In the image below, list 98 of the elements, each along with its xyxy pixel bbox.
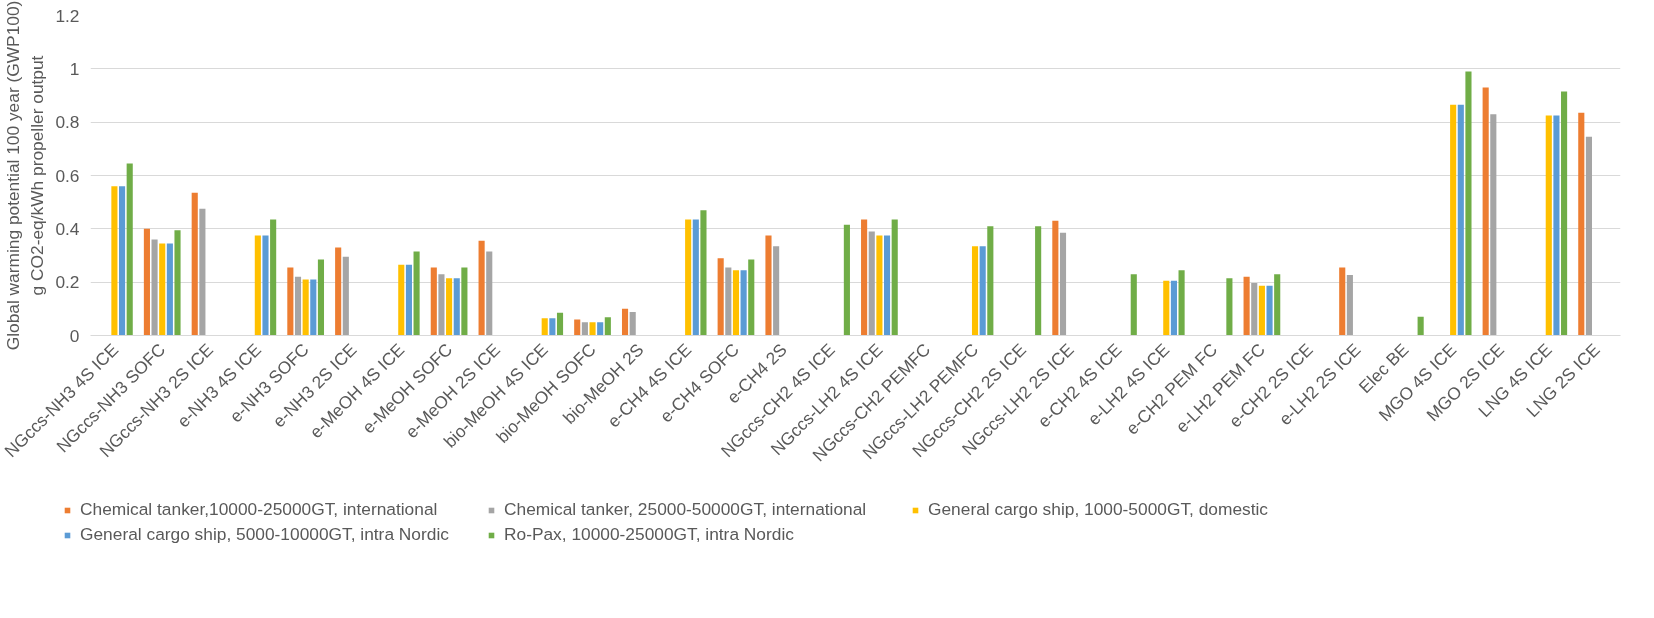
- bar: [884, 235, 891, 336]
- bar: [159, 243, 166, 336]
- bar: [979, 246, 986, 336]
- bar: [310, 279, 317, 336]
- bar: [1226, 278, 1233, 336]
- bar: [876, 235, 883, 336]
- bar: [1266, 285, 1273, 336]
- bar: [1339, 267, 1346, 336]
- bar: [1553, 115, 1560, 336]
- y-tick-label: 1.2: [55, 5, 80, 26]
- bar: [1130, 274, 1137, 336]
- bar: [581, 322, 588, 336]
- bar: [541, 318, 548, 336]
- bar: [478, 240, 485, 336]
- bar: [294, 276, 302, 336]
- bar: [1578, 112, 1585, 336]
- y-tick-label: 0.2: [55, 272, 80, 293]
- bar: [732, 270, 740, 336]
- bar: [1251, 282, 1258, 336]
- bar: [1482, 87, 1489, 336]
- bar: [254, 235, 261, 336]
- bar: [861, 219, 868, 336]
- bar: [335, 247, 342, 336]
- bar: [748, 259, 755, 336]
- bar: [1457, 104, 1464, 336]
- bar: [126, 163, 133, 336]
- bar: [302, 279, 309, 336]
- bar: [430, 267, 437, 336]
- bar: [1170, 280, 1177, 336]
- bar: [1274, 274, 1281, 336]
- bar: [398, 264, 405, 336]
- bar: [700, 210, 707, 336]
- bar: [191, 192, 198, 336]
- bar: [413, 251, 420, 336]
- bar: [287, 267, 294, 336]
- legend-label: General cargo ship, 1000-5000GT, domestic: [928, 499, 1269, 520]
- bar: [597, 322, 604, 336]
- bar: [574, 319, 581, 336]
- bar: [1059, 232, 1067, 336]
- bar: [868, 231, 875, 336]
- bar: [1243, 276, 1250, 336]
- bar: [773, 246, 780, 336]
- bar: [1417, 316, 1424, 336]
- bar: [486, 251, 493, 336]
- bar: [556, 312, 564, 336]
- bar: [262, 235, 269, 336]
- bar: [174, 230, 181, 336]
- bar: [111, 186, 118, 336]
- bar: [461, 267, 468, 336]
- bar: [725, 267, 732, 336]
- bar: [119, 186, 126, 336]
- bar: [166, 243, 173, 336]
- bar: [342, 256, 349, 336]
- bar: [987, 226, 994, 336]
- bar: [1178, 270, 1185, 336]
- bar: [765, 235, 772, 336]
- y-tick-label: 0.6: [55, 165, 80, 186]
- bar: [589, 322, 596, 336]
- bar: [317, 259, 325, 336]
- bar: [1561, 91, 1568, 336]
- bar: [1450, 104, 1457, 336]
- bar: [1035, 226, 1042, 336]
- bar: [685, 219, 692, 336]
- bar: [549, 318, 556, 336]
- bar: [1545, 115, 1552, 336]
- bar: [405, 264, 412, 336]
- bar: [1163, 280, 1170, 336]
- bar: [629, 312, 636, 336]
- bar: [143, 228, 150, 336]
- bar: [1258, 285, 1265, 336]
- y-axis-title: Global warming potential 100 year (GWP100) g CO2-eq/kWh propeller output: [3, 0, 48, 351]
- bar: [891, 219, 898, 336]
- bar: [717, 258, 724, 336]
- bar: [604, 317, 611, 336]
- bar: [621, 308, 629, 336]
- bar: [446, 278, 453, 336]
- bar: [199, 208, 206, 336]
- y-tick-label: 0.8: [55, 112, 80, 133]
- legend-label: General cargo ship, 5000-10000GT, intra Nordic: [80, 524, 450, 545]
- bar: [740, 270, 747, 336]
- bar: [692, 219, 699, 336]
- bar: [971, 246, 979, 336]
- bar: [843, 224, 850, 336]
- bar: [270, 219, 277, 336]
- y-tick-label: 1: [69, 58, 80, 79]
- bar: [1052, 220, 1059, 336]
- bar: [453, 278, 460, 336]
- legend-label: Chemical tanker, 25000-50000GT, international: [504, 499, 868, 520]
- bar: [1585, 136, 1592, 336]
- bar: [151, 239, 158, 336]
- y-tick-label: 0.4: [55, 218, 80, 239]
- bar: [1465, 71, 1472, 336]
- bar: [1346, 274, 1353, 336]
- legend-label: Chemical tanker,10000-25000GT, international: [80, 499, 439, 520]
- bar: [438, 274, 445, 336]
- legend-label: Ro-Pax, 10000-25000GT, intra Nordic: [504, 524, 795, 545]
- y-tick-label: 0: [69, 325, 80, 346]
- bar: [1490, 114, 1497, 336]
